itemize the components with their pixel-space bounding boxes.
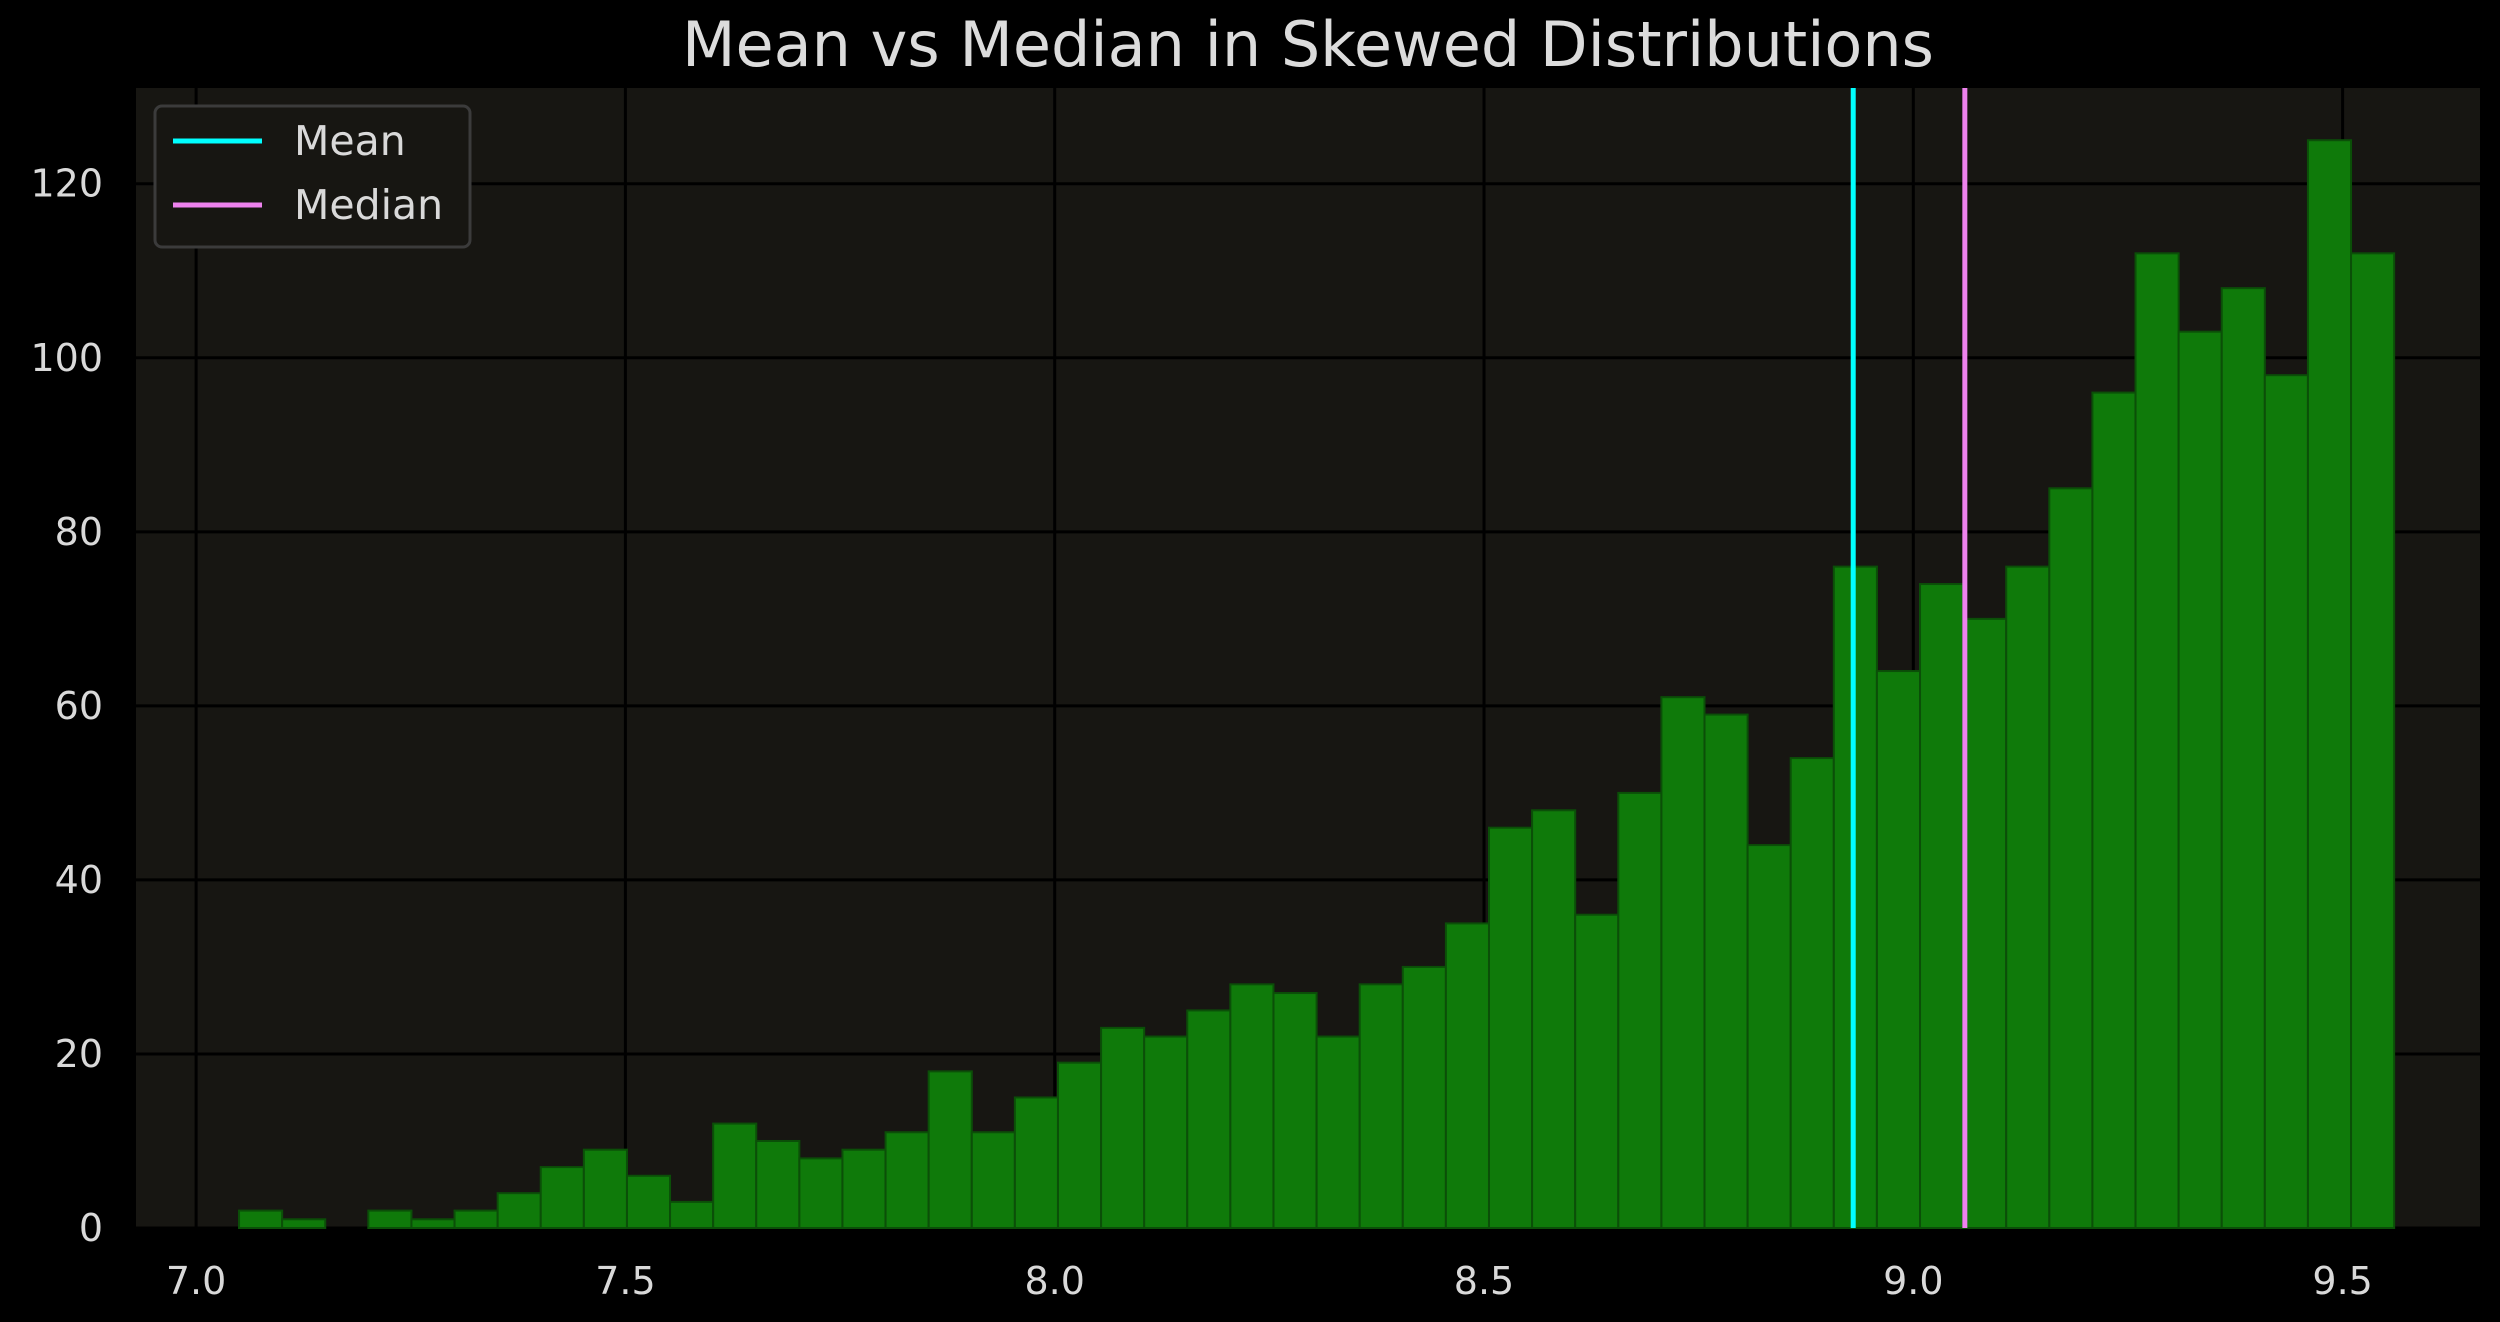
legend: Mean Median — [153, 104, 472, 249]
histogram-bar-29 — [1487, 826, 1534, 1229]
histogram-bar-36 — [1789, 757, 1835, 1230]
histogram-bar-43 — [2091, 391, 2137, 1229]
histogram-bar-47 — [2263, 374, 2309, 1229]
x-tick-label-2: 8.0 — [1024, 1259, 1084, 1303]
histogram-bar-10 — [669, 1200, 715, 1230]
y-tick-label-6: 120 — [30, 162, 103, 206]
y-tick-label-0: 0 — [79, 1206, 103, 1250]
histogram-bar-13 — [798, 1157, 844, 1230]
histogram-bar-23 — [1229, 983, 1275, 1229]
histogram-bar-8 — [582, 1148, 628, 1230]
histogram-bar-3 — [367, 1209, 413, 1230]
histogram-bar-49 — [2350, 252, 2396, 1229]
histogram-bar-9 — [625, 1174, 672, 1229]
histogram-bar-42 — [2048, 487, 2094, 1229]
histogram-bar-40 — [1962, 617, 2008, 1229]
histogram-bar-44 — [2134, 252, 2180, 1229]
x-axis-ticks: 7.0 7.5 8.0 8.5 9.0 9.5 — [166, 1259, 2373, 1303]
histogram-bar-11 — [712, 1122, 758, 1229]
histogram-bar-35 — [1746, 844, 1792, 1229]
histogram-bar-19 — [1056, 1061, 1103, 1229]
histogram-bar-26 — [1358, 983, 1404, 1229]
histogram-bar-20 — [1100, 1026, 1146, 1229]
histogram-bar-16 — [927, 1070, 973, 1229]
histogram-bar-34 — [1703, 713, 1749, 1229]
histogram-bar-25 — [1315, 1035, 1361, 1229]
histogram-bar-31 — [1574, 913, 1620, 1229]
histogram-bar-14 — [841, 1148, 887, 1230]
y-tick-label-5: 100 — [30, 336, 103, 380]
histogram-bar-45 — [2177, 330, 2223, 1229]
histogram-bar-0 — [238, 1209, 284, 1230]
histogram-bar-18 — [1013, 1096, 1059, 1230]
histogram-bar-48 — [2306, 139, 2353, 1229]
legend-label-median: Median — [294, 181, 443, 229]
histogram-bar-30 — [1531, 809, 1577, 1230]
histogram-bar-6 — [496, 1192, 542, 1229]
chart-title: Mean vs Median in Skewed Distributions — [682, 8, 1934, 81]
y-tick-label-4: 80 — [55, 510, 103, 554]
histogram-bar-33 — [1660, 696, 1706, 1229]
histogram-bar-28 — [1444, 922, 1490, 1229]
histogram-bar-7 — [539, 1166, 585, 1230]
histogram-bar-1 — [281, 1218, 327, 1230]
histogram-bar-12 — [755, 1139, 801, 1229]
histogram-bar-32 — [1617, 791, 1663, 1229]
histogram-bar-21 — [1143, 1035, 1189, 1229]
histogram-bar-27 — [1401, 965, 1447, 1229]
histogram-bar-17 — [970, 1131, 1016, 1229]
histogram-bar-22 — [1186, 1009, 1232, 1229]
histogram-bar-4 — [410, 1218, 456, 1230]
histogram-bar-24 — [1272, 992, 1318, 1229]
x-tick-label-0: 7.0 — [166, 1259, 226, 1303]
histogram-bar-38 — [1875, 670, 1922, 1229]
histogram-bar-39 — [1919, 583, 1965, 1229]
histogram-bar-41 — [2005, 565, 2051, 1229]
legend-label-mean: Mean — [294, 117, 406, 165]
y-tick-label-1: 20 — [55, 1032, 103, 1076]
histogram-bar-15 — [884, 1131, 930, 1229]
x-tick-label-3: 8.5 — [1454, 1259, 1514, 1303]
y-axis-ticks: 0 20 40 60 80 100 120 — [30, 162, 103, 1250]
histogram-bar-5 — [453, 1209, 499, 1230]
y-tick-label-3: 60 — [55, 684, 103, 728]
y-tick-label-2: 40 — [55, 858, 103, 902]
x-tick-label-4: 9.0 — [1883, 1259, 1943, 1303]
histogram-bar-46 — [2220, 287, 2266, 1230]
reference-lines — [1850, 88, 1968, 1228]
x-tick-label-1: 7.5 — [595, 1259, 655, 1303]
x-tick-label-5: 9.5 — [2312, 1259, 2372, 1303]
